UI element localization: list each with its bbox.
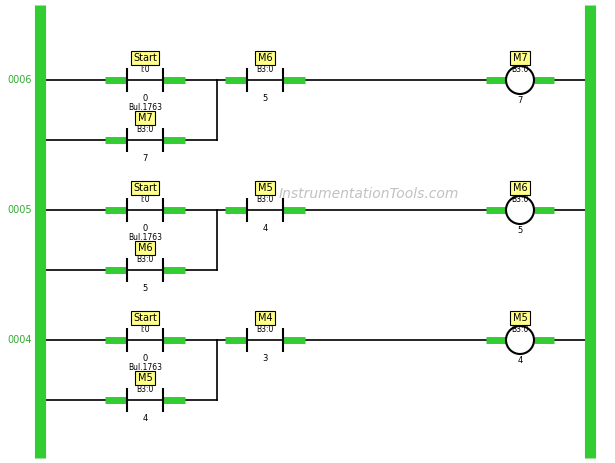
Text: Start: Start — [133, 313, 157, 323]
Text: I:0: I:0 — [140, 325, 150, 334]
Text: Bul.1763: Bul.1763 — [128, 233, 162, 242]
Text: 5: 5 — [263, 94, 268, 103]
Text: 4: 4 — [263, 224, 268, 233]
Text: B3:0: B3:0 — [256, 325, 274, 334]
Text: 0005: 0005 — [7, 205, 32, 215]
Text: Bul.1763: Bul.1763 — [128, 363, 162, 372]
Text: M7: M7 — [513, 53, 528, 63]
Text: M6: M6 — [513, 183, 527, 193]
Text: B3:0: B3:0 — [511, 195, 529, 205]
Text: 4: 4 — [517, 356, 523, 365]
Text: 3: 3 — [263, 354, 268, 363]
Text: 5: 5 — [517, 226, 523, 235]
Text: M4: M4 — [258, 313, 272, 323]
Circle shape — [506, 66, 534, 94]
Circle shape — [506, 196, 534, 224]
Text: B3:0: B3:0 — [137, 256, 154, 264]
Text: B3:0: B3:0 — [511, 325, 529, 334]
Text: I:0: I:0 — [140, 65, 150, 75]
Text: 7: 7 — [142, 154, 148, 163]
Text: 0006: 0006 — [7, 75, 32, 85]
Text: B3:0: B3:0 — [256, 195, 274, 205]
Text: M6: M6 — [138, 243, 153, 253]
Text: 0: 0 — [143, 354, 148, 363]
Text: B3:0: B3:0 — [256, 65, 274, 75]
Text: B3:0: B3:0 — [511, 65, 529, 75]
Text: B3:0: B3:0 — [137, 386, 154, 394]
Text: 0: 0 — [143, 224, 148, 233]
Text: M5: M5 — [258, 183, 272, 193]
Text: 5: 5 — [143, 284, 148, 293]
Text: B3:0: B3:0 — [137, 125, 154, 134]
Text: Start: Start — [133, 53, 157, 63]
Text: 4: 4 — [143, 414, 148, 423]
Text: Start: Start — [133, 183, 157, 193]
Text: 0: 0 — [143, 94, 148, 103]
Text: M7: M7 — [138, 113, 153, 123]
Text: M5: M5 — [513, 313, 528, 323]
Text: M5: M5 — [138, 373, 153, 383]
Text: 0004: 0004 — [7, 335, 32, 345]
Text: Bul.1763: Bul.1763 — [128, 103, 162, 112]
Text: M6: M6 — [258, 53, 272, 63]
Text: 7: 7 — [517, 96, 523, 105]
Circle shape — [506, 326, 534, 354]
Text: InstrumentationTools.com: InstrumentationTools.com — [279, 188, 459, 201]
Text: I:0: I:0 — [140, 195, 150, 205]
